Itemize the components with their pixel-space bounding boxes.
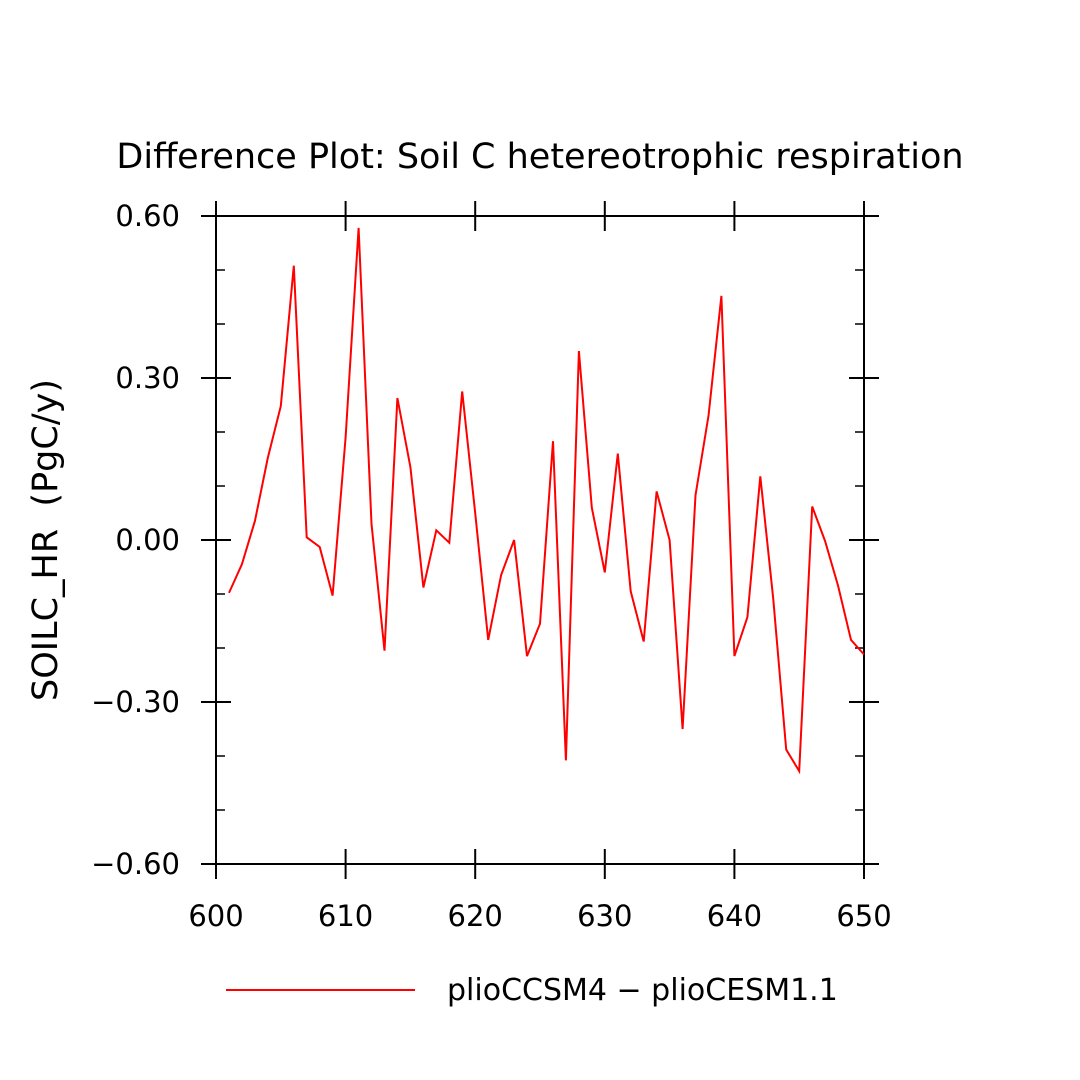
y-tick-label: 0.60 — [115, 199, 180, 233]
legend-label: plioCCSM4 − plioCESM1.1 — [447, 973, 838, 1008]
x-tick-label: 600 — [188, 899, 243, 933]
y-axis-label: SOILC_HR (PgC/y) — [26, 379, 66, 701]
y-tick-label: 0.30 — [115, 361, 180, 395]
x-tick-label: 630 — [577, 899, 632, 933]
legend: plioCCSM4 − plioCESM1.1 — [226, 973, 838, 1008]
y-tick-label: −0.60 — [91, 847, 180, 881]
y-tick-label: −0.30 — [91, 685, 180, 719]
x-tick-label: 650 — [836, 899, 891, 933]
series-line — [229, 228, 864, 771]
series-layer — [229, 228, 864, 771]
axis-tick-labels: 600 610 620 630 640 650 0.60 0.30 0.00 −0.30 −0.60 — [91, 199, 892, 933]
chart-title: Difference Plot: Soil C hetereotrophic r… — [116, 137, 963, 177]
x-tick-label: 610 — [318, 899, 373, 933]
axis-ticks — [201, 201, 879, 879]
x-tick-label: 620 — [448, 899, 503, 933]
x-tick-label: 640 — [707, 899, 762, 933]
y-tick-label: 0.00 — [115, 523, 180, 557]
